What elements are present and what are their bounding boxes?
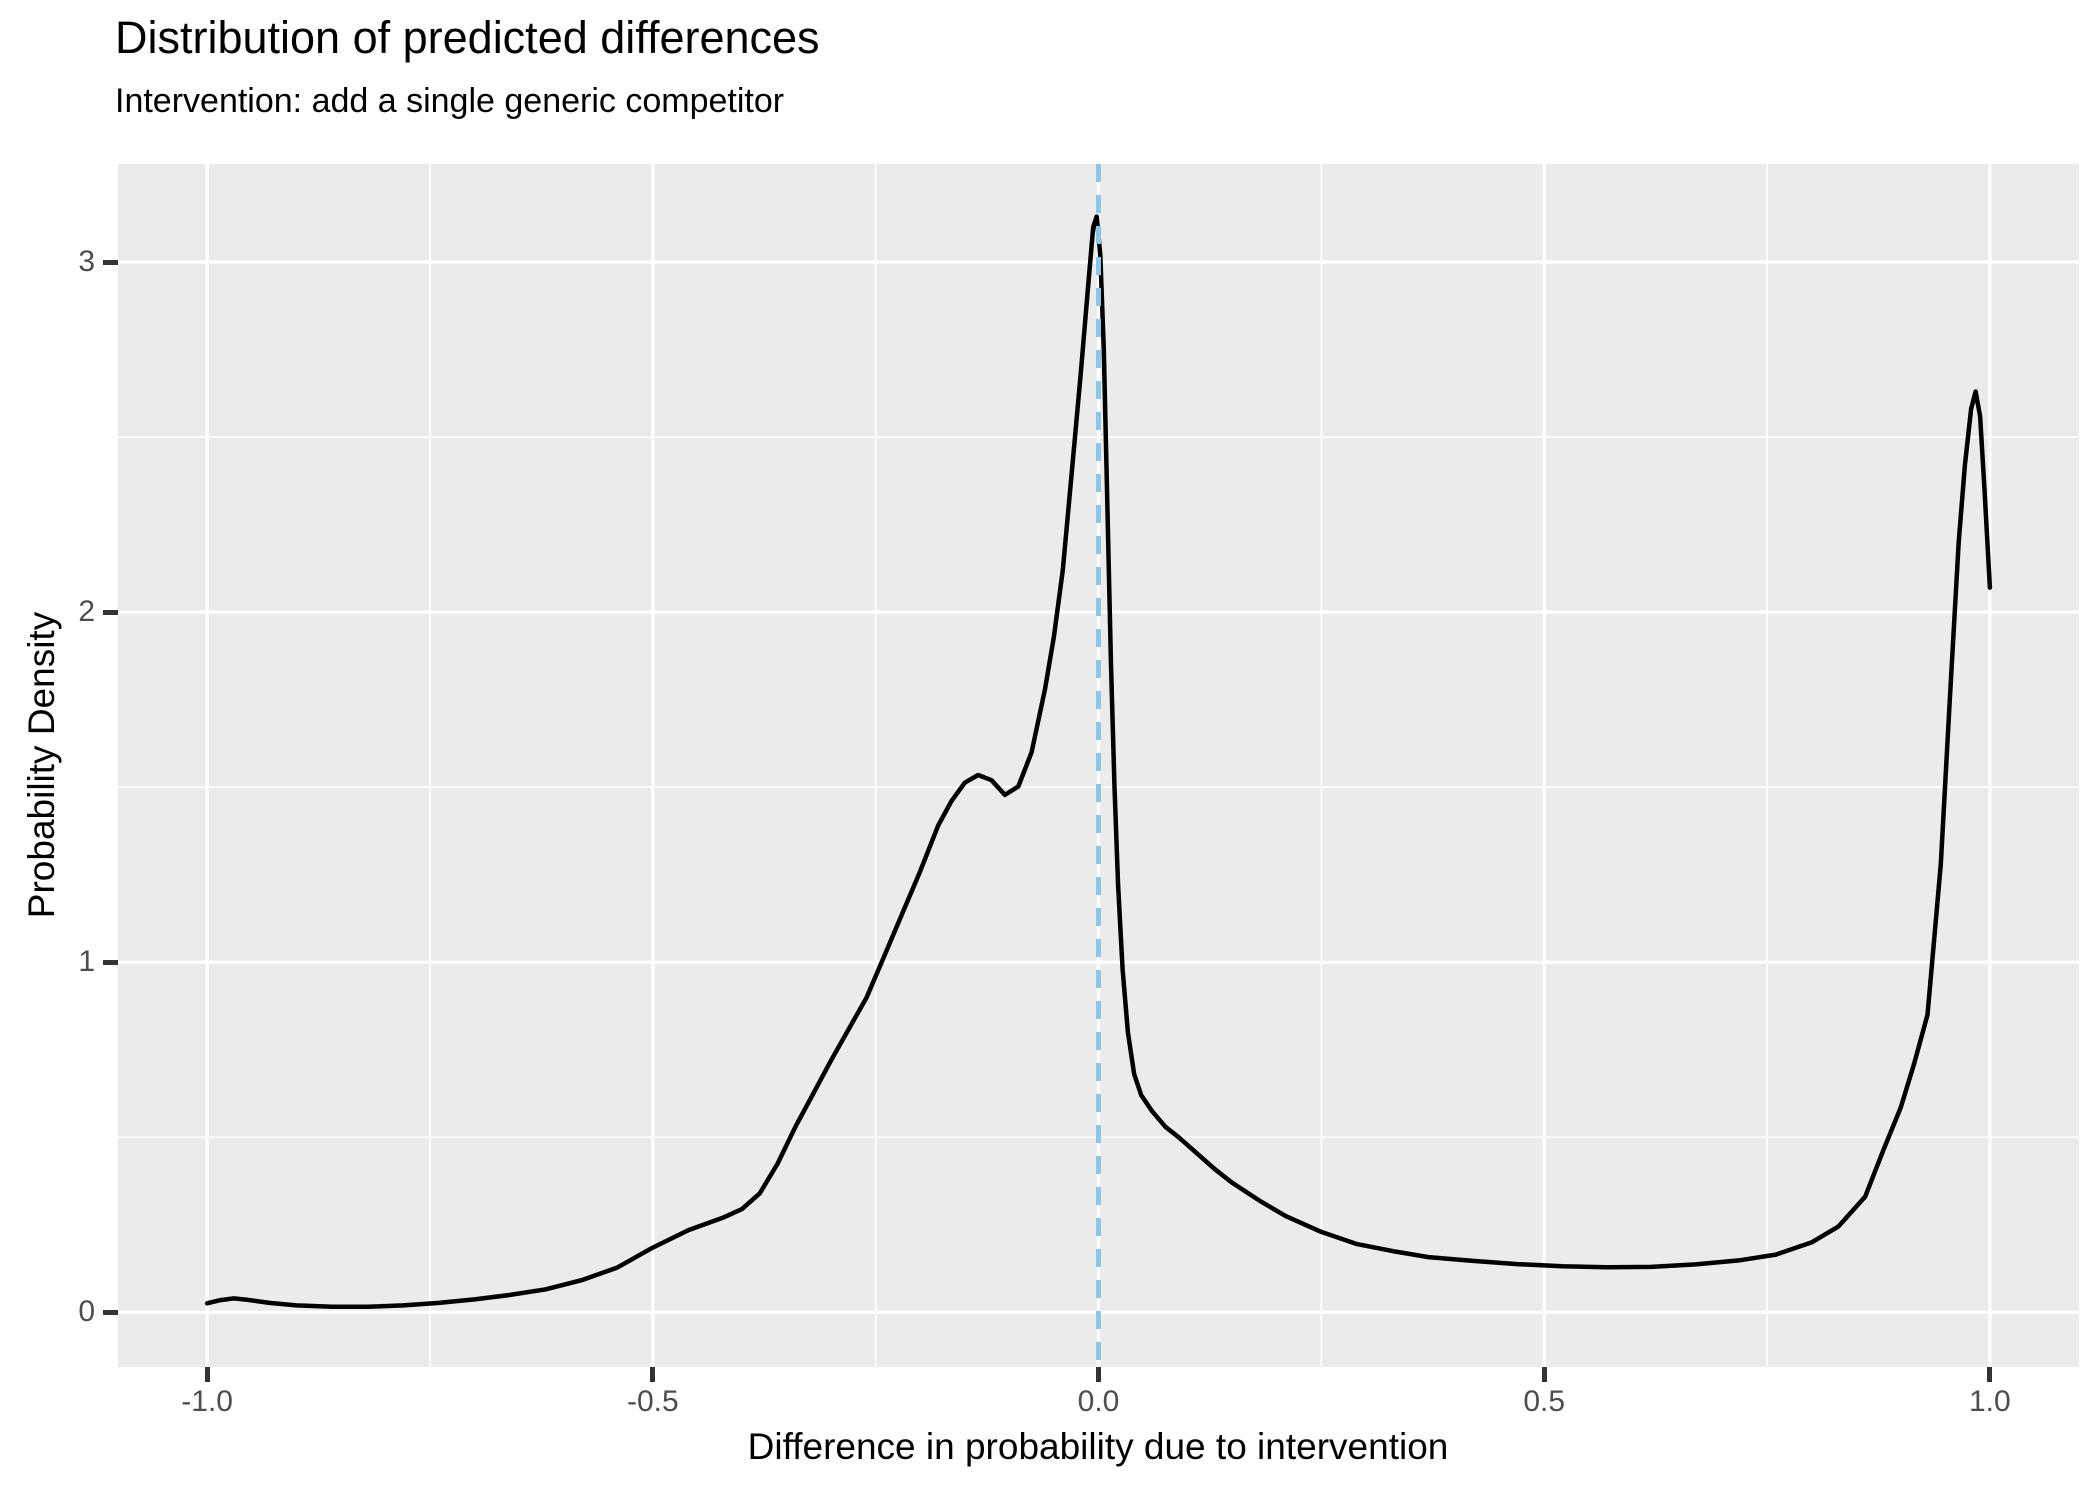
x-tick-mark bbox=[650, 1367, 656, 1382]
plot-panel bbox=[118, 164, 2079, 1367]
density-curve bbox=[204, 214, 1993, 1310]
x-tick-mark bbox=[1096, 1367, 1101, 1382]
x-tick-label: -0.5 bbox=[626, 1385, 679, 1418]
y-tick-mark bbox=[103, 259, 118, 265]
x-tick-mark bbox=[204, 1367, 210, 1382]
x-tick-label: 0.5 bbox=[1523, 1385, 1566, 1418]
y-tick-mark bbox=[103, 609, 118, 615]
plot-title: Distribution of predicted differences bbox=[115, 12, 820, 63]
x-tick-label: 1.0 bbox=[1969, 1385, 2011, 1418]
y-tick-label: 0 bbox=[78, 1295, 95, 1329]
y-tick-mark bbox=[103, 1309, 118, 1315]
y-tick-label: 1 bbox=[78, 945, 95, 979]
y-axis-title: Probability Density bbox=[21, 611, 62, 919]
x-tick-label: -1.0 bbox=[181, 1385, 233, 1418]
y-tick-label: 3 bbox=[78, 245, 95, 279]
y-tick-mark bbox=[103, 959, 118, 965]
x-tick-mark bbox=[1987, 1367, 1993, 1382]
x-tick-mark bbox=[1541, 1367, 1547, 1382]
x-tick-label: 0.0 bbox=[1077, 1385, 1120, 1418]
density-plot-svg bbox=[118, 164, 2079, 1367]
x-axis-title: Difference in probability due to interve… bbox=[747, 1426, 1449, 1467]
plot-subtitle: Intervention: add a single generic compe… bbox=[115, 82, 785, 120]
y-tick-label: 2 bbox=[78, 595, 95, 629]
